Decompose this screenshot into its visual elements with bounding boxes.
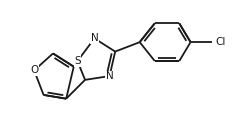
Text: Cl: Cl [214, 37, 225, 47]
Text: N: N [105, 71, 113, 81]
Text: N: N [90, 33, 98, 43]
Text: O: O [30, 65, 38, 75]
Text: S: S [74, 56, 80, 66]
